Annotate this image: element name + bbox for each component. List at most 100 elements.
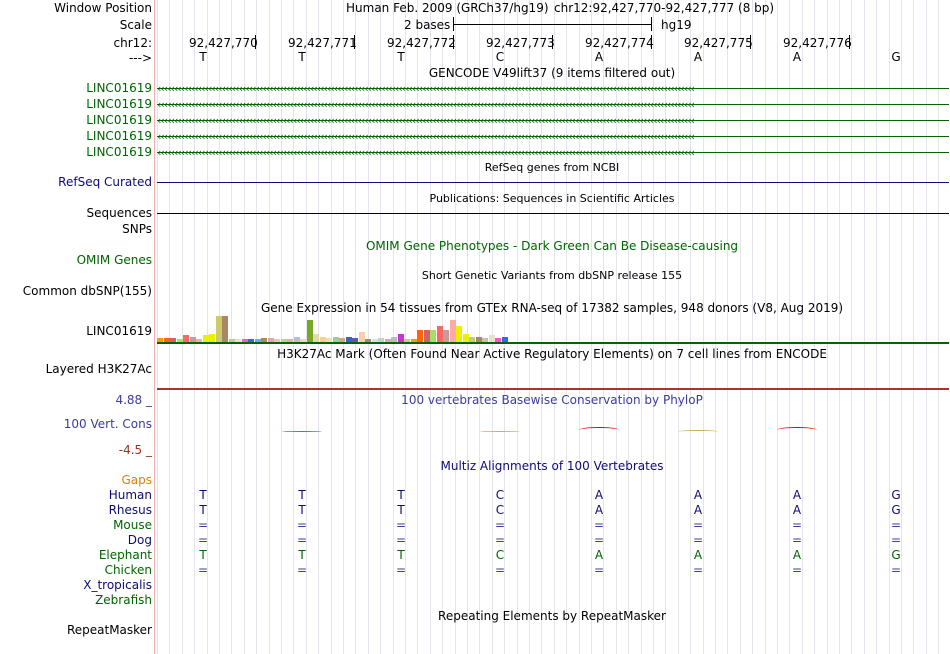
gencode-item-label[interactable]: LINC01619 (86, 81, 152, 95)
h3k27ac-track-label[interactable]: Layered H3K27Ac (45, 362, 152, 376)
gencode-transcript-line[interactable] (157, 99, 949, 111)
gtex-tissue-bar[interactable] (417, 330, 423, 342)
phylop-track-label[interactable]: 100 Vert. Cons (63, 417, 152, 431)
h3k27ac-track-title[interactable]: H3K27Ac Mark (Often Found Near Active Re… (277, 347, 827, 361)
repeatmasker-track-label[interactable]: RepeatMasker (66, 623, 152, 637)
gtex-tissue-bar[interactable] (209, 334, 215, 342)
position-text[interactable]: chr12:92,427,770-92,427,777 (8 bp) (554, 1, 775, 15)
multiz-species-label[interactable]: Mouse (113, 518, 152, 532)
multiz-species-label[interactable]: Elephant (98, 548, 152, 562)
multiz-species-label[interactable]: Human (108, 488, 152, 502)
multiz-gaps-label[interactable]: Gaps (121, 473, 152, 487)
gencode-item-label[interactable]: LINC01619 (86, 113, 152, 127)
gtex-tissue-bar[interactable] (404, 339, 410, 342)
gencode-track-title[interactable]: GENCODE V49lift37 (9 items filtered out) (428, 66, 676, 80)
gencode-item-label[interactable]: LINC01619 (86, 129, 152, 143)
publications-track-label[interactable]: Sequences (86, 206, 152, 220)
gtex-tissue-bar[interactable] (274, 339, 280, 342)
gtex-tissue-bar[interactable] (203, 335, 209, 342)
repeatmasker-track-title[interactable]: Repeating Elements by RepeatMasker (438, 609, 666, 623)
gtex-tissue-bar[interactable] (177, 339, 183, 342)
phylop-score-mark[interactable] (678, 430, 718, 433)
gtex-tissue-bar[interactable] (164, 338, 170, 342)
gtex-gene-line[interactable] (157, 342, 949, 344)
gtex-tissue-bar[interactable] (482, 338, 488, 342)
gtex-tissue-bar[interactable] (430, 330, 436, 342)
gtex-tissue-bar[interactable] (170, 338, 176, 342)
gencode-item-label[interactable]: LINC01619 (86, 97, 152, 111)
gtex-tissue-bar[interactable] (190, 337, 196, 342)
multiz-species-label[interactable]: Zebrafish (95, 593, 152, 607)
gtex-tissue-bar[interactable] (268, 338, 274, 342)
gencode-item-label[interactable]: LINC01619 (86, 145, 152, 159)
gtex-tissue-bar[interactable] (437, 326, 443, 342)
gtex-tissue-bar[interactable] (287, 339, 293, 342)
gencode-transcript-line[interactable] (157, 83, 949, 95)
multiz-species-label[interactable]: X_tropicalis (83, 578, 152, 592)
multiz-species-label[interactable]: Dog (127, 533, 152, 547)
gtex-tissue-bar[interactable] (391, 337, 397, 342)
gtex-tissue-bar[interactable] (456, 326, 462, 342)
gtex-tissue-bar[interactable] (333, 337, 339, 342)
gtex-tissue-bar[interactable] (450, 320, 456, 342)
gtex-tissue-bar[interactable] (313, 334, 319, 342)
gtex-tissue-bar[interactable] (489, 335, 495, 342)
gtex-tissue-bar[interactable] (502, 337, 508, 342)
multiz-species-label[interactable]: Chicken (104, 563, 152, 577)
dbsnp-track-title[interactable]: Short Genetic Variants from dbSNP releas… (421, 269, 683, 282)
gtex-tissue-bar[interactable] (339, 338, 345, 342)
publications-track-title[interactable]: Publications: Sequences in Scientific Ar… (429, 192, 675, 205)
gtex-tissue-bar[interactable] (242, 339, 248, 342)
gtex-tissue-bar[interactable] (424, 330, 430, 342)
gtex-tissue-bar[interactable] (365, 339, 371, 342)
gtex-tissue-bar[interactable] (378, 338, 384, 342)
gtex-tissue-bar[interactable] (385, 339, 391, 342)
gencode-transcript-line[interactable] (157, 147, 949, 159)
gtex-tissue-bar[interactable] (398, 334, 404, 342)
phylop-score-mark[interactable] (480, 431, 520, 433)
gtex-tissue-bar[interactable] (411, 339, 417, 342)
gtex-tissue-bar[interactable] (463, 334, 469, 342)
gtex-tissue-bar[interactable] (235, 339, 241, 342)
omim-track-title[interactable]: OMIM Gene Phenotypes - Dark Green Can Be… (365, 239, 739, 253)
gtex-tissue-bar[interactable] (352, 338, 358, 342)
phylop-score-mark[interactable] (777, 427, 817, 433)
gtex-track-label[interactable]: LINC01619 (86, 324, 152, 338)
gtex-tissue-bar[interactable] (372, 339, 378, 342)
gtex-tissue-bar[interactable] (307, 320, 313, 342)
omim-track-label[interactable]: OMIM Genes (76, 253, 152, 267)
gtex-tissue-bar[interactable] (229, 339, 235, 342)
gtex-tissue-bar[interactable] (248, 339, 254, 342)
gtex-tissue-bar[interactable] (495, 338, 501, 342)
phylop-score-mark[interactable] (282, 431, 322, 433)
refseq-track-label[interactable]: RefSeq Curated (58, 175, 152, 189)
gencode-transcript-line[interactable] (157, 131, 949, 143)
gtex-tissue-bar[interactable] (261, 338, 267, 342)
gtex-tissue-bar[interactable] (157, 338, 163, 342)
gtex-tissue-bar[interactable] (320, 337, 326, 342)
gencode-transcript-line[interactable] (157, 115, 949, 127)
gtex-tissue-bar[interactable] (255, 339, 261, 342)
phylop-track-title[interactable]: 100 vertebrates Basewise Conservation by… (401, 393, 703, 407)
gtex-tissue-bar[interactable] (281, 339, 287, 342)
publications-track-line[interactable] (157, 213, 949, 214)
multiz-species-label[interactable]: Rhesus (108, 503, 152, 517)
h3k27ac-baseline[interactable] (157, 388, 949, 390)
snps-track-label[interactable]: SNPs (122, 222, 152, 236)
gtex-track-title[interactable]: Gene Expression in 54 tissues from GTEx … (260, 301, 844, 315)
phylop-score-mark[interactable] (579, 427, 619, 433)
refseq-track-title[interactable]: RefSeq genes from NCBI (484, 161, 620, 174)
gtex-tissue-bar[interactable] (222, 316, 228, 342)
gtex-tissue-bar[interactable] (359, 332, 365, 342)
gtex-tissue-bar[interactable] (476, 337, 482, 342)
multiz-track-title[interactable]: Multiz Alignments of 100 Vertebrates (440, 459, 664, 473)
gtex-tissue-bar[interactable] (346, 337, 352, 342)
gtex-tissue-bar[interactable] (326, 338, 332, 342)
gtex-tissue-bar[interactable] (196, 339, 202, 342)
gtex-tissue-bar[interactable] (216, 316, 222, 342)
gtex-tissue-bar[interactable] (294, 337, 300, 342)
gtex-tissue-bar[interactable] (183, 335, 189, 342)
dbsnp-track-label[interactable]: Common dbSNP(155) (22, 284, 152, 298)
gtex-tissue-bar[interactable] (443, 330, 449, 342)
refseq-track-line[interactable] (157, 182, 949, 183)
